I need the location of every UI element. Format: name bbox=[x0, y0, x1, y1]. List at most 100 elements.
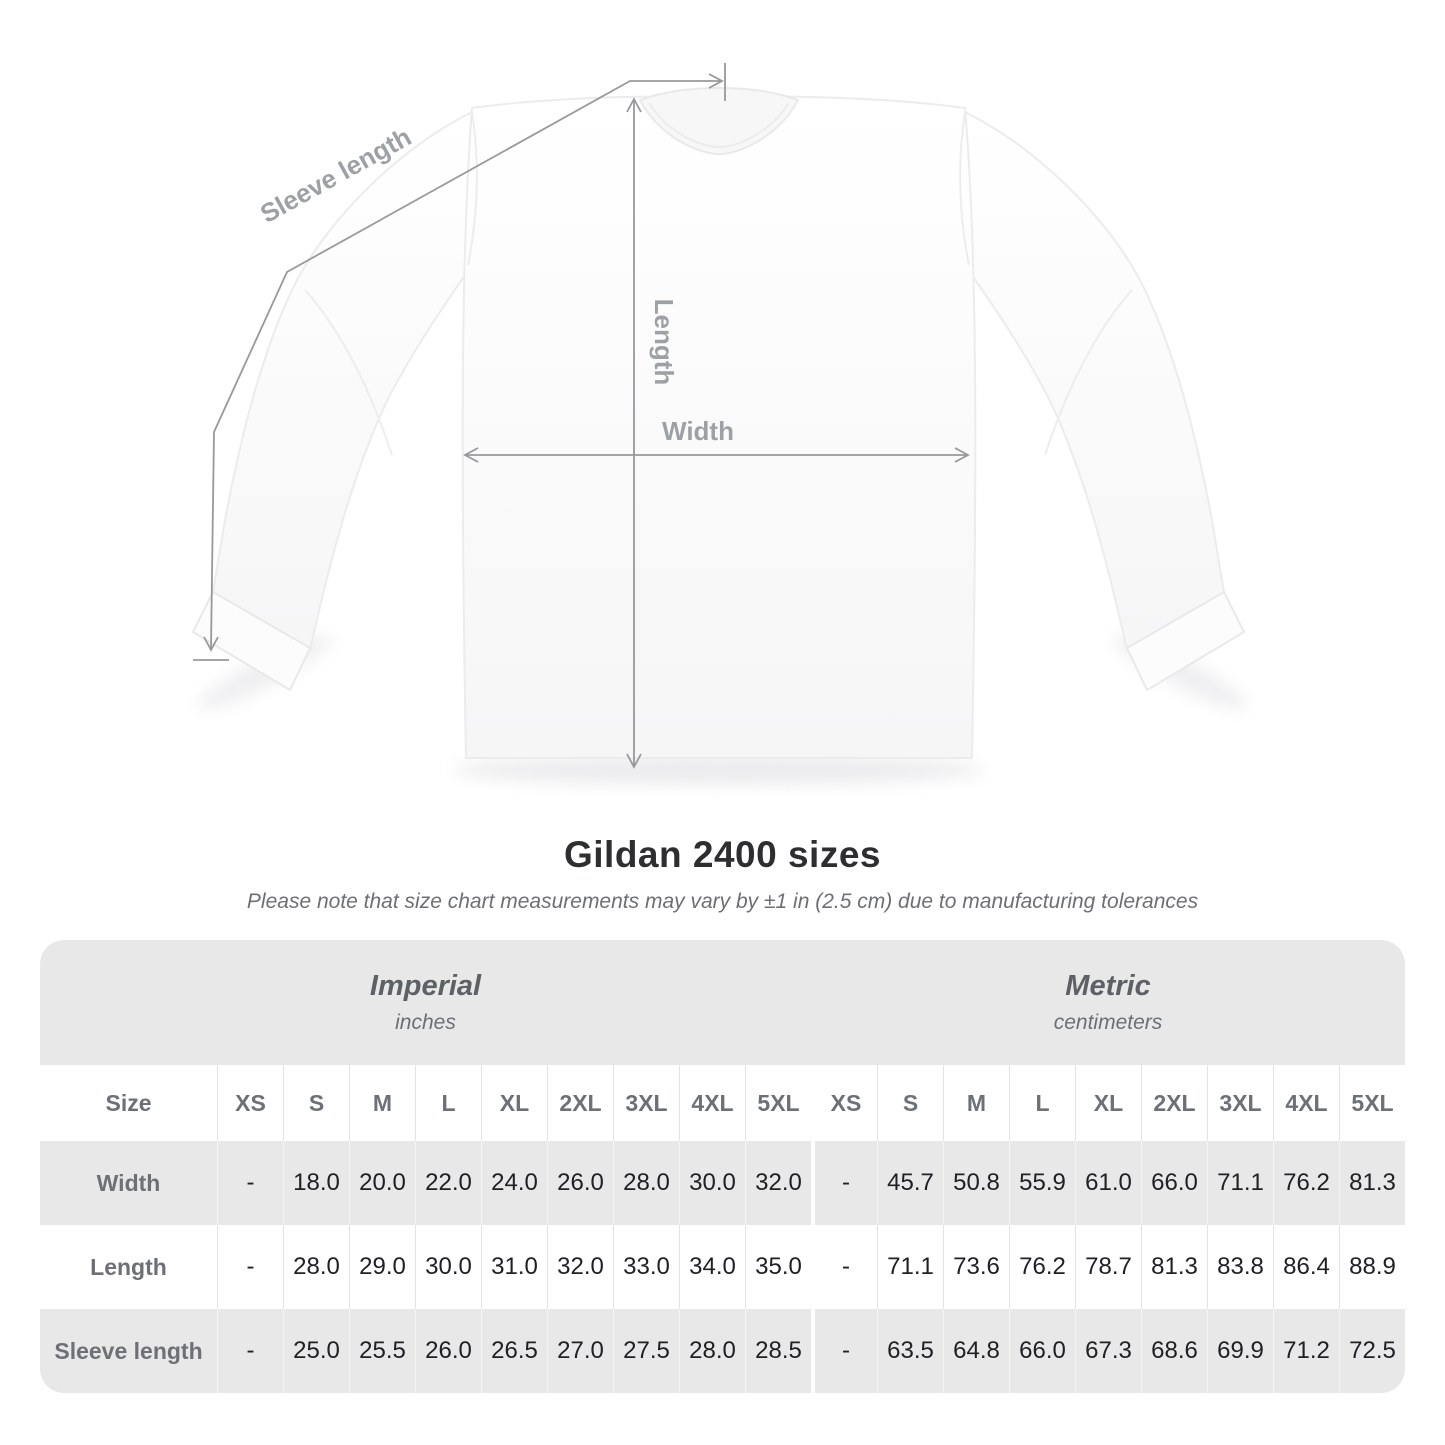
shirt-collar-rib-line bbox=[648, 102, 790, 148]
table-row-width: Width - 18.0 20.0 22.0 24.0 26.0 28.0 30… bbox=[40, 1141, 1405, 1225]
size-header-metric-3xl: 3XL bbox=[1207, 1065, 1273, 1141]
unit-sub-metric: centimeters bbox=[1053, 1011, 1163, 1034]
table-cell: 64.8 bbox=[943, 1309, 1009, 1393]
table-cell: 66.0 bbox=[1009, 1309, 1075, 1393]
table-cell: 26.5 bbox=[481, 1309, 547, 1393]
unit-header-row: Imperial inches Metric centimeters bbox=[40, 940, 1405, 1065]
table-cell: 26.0 bbox=[415, 1309, 481, 1393]
size-column-header: Size bbox=[105, 1089, 152, 1116]
table-cell: 76.2 bbox=[1273, 1141, 1339, 1225]
table-cell: 18.0 bbox=[283, 1141, 349, 1225]
unit-header-metric: Metric centimeters bbox=[811, 940, 1405, 1065]
shirt-graphic: Sleeve length Length Width bbox=[192, 63, 1247, 785]
size-table: Imperial inches Metric centimeters Size … bbox=[40, 940, 1405, 1393]
table-cell: 45.7 bbox=[877, 1141, 943, 1225]
size-header-metric-5xl: 5XL bbox=[1339, 1065, 1405, 1141]
shirt bbox=[192, 87, 1245, 759]
table-cell: 31.0 bbox=[481, 1225, 547, 1309]
table-cell: 32.0 bbox=[547, 1225, 613, 1309]
shirt-fold-lines bbox=[304, 111, 1133, 456]
table-cell: 83.8 bbox=[1207, 1225, 1273, 1309]
table-row-length: Length - 28.0 29.0 30.0 31.0 32.0 33.0 3… bbox=[40, 1225, 1405, 1309]
shirt-right-sleeve bbox=[964, 111, 1225, 651]
table-cell: 88.9 bbox=[1339, 1225, 1405, 1309]
shirt-collar bbox=[639, 87, 799, 155]
table-cell: 33.0 bbox=[613, 1225, 679, 1309]
table-cell: 28.0 bbox=[613, 1141, 679, 1225]
table-cell: 28.0 bbox=[679, 1309, 745, 1393]
table-cell: 55.9 bbox=[1009, 1141, 1075, 1225]
table-cell: - bbox=[811, 1309, 877, 1393]
dimension-lines bbox=[193, 63, 970, 769]
unit-header-imperial: Imperial inches bbox=[40, 940, 811, 1065]
size-header-imperial-l: L bbox=[415, 1065, 481, 1141]
shirt-right-cuff bbox=[1126, 591, 1245, 691]
size-header-metric-s: S bbox=[877, 1065, 943, 1141]
table-cell: 86.4 bbox=[1273, 1225, 1339, 1309]
size-header-imperial-s: S bbox=[283, 1065, 349, 1141]
size-header-imperial-m: M bbox=[349, 1065, 415, 1141]
size-header-imperial-3xl: 3XL bbox=[613, 1065, 679, 1141]
unit-sub-imperial: inches bbox=[395, 1011, 456, 1034]
length-dimension-line bbox=[626, 97, 642, 769]
width-dimension-line bbox=[463, 447, 970, 463]
table-cell: 25.5 bbox=[349, 1309, 415, 1393]
table-cell: 22.0 bbox=[415, 1141, 481, 1225]
table-cell: - bbox=[217, 1225, 283, 1309]
size-header-metric-xs: XS bbox=[811, 1065, 877, 1141]
table-cell: - bbox=[217, 1141, 283, 1225]
table-cell: - bbox=[811, 1141, 877, 1225]
table-cell: 67.3 bbox=[1075, 1309, 1141, 1393]
title-block: Gildan 2400 sizes Please note that size … bbox=[0, 834, 1445, 914]
table-cell: 78.7 bbox=[1075, 1225, 1141, 1309]
table-cell: 81.3 bbox=[1339, 1141, 1405, 1225]
row-label-length: Length bbox=[90, 1253, 167, 1280]
table-cell: 28.5 bbox=[745, 1309, 811, 1393]
shirt-figure: Sleeve length Length Width bbox=[192, 63, 1247, 785]
shirt-left-cuff bbox=[192, 591, 311, 691]
table-cell: 30.0 bbox=[679, 1141, 745, 1225]
length-label: Length bbox=[649, 299, 679, 386]
table-cell: 35.0 bbox=[745, 1225, 811, 1309]
unit-name-imperial: Imperial bbox=[369, 970, 482, 1002]
table-cell: 20.0 bbox=[349, 1141, 415, 1225]
width-label: Width bbox=[662, 416, 734, 446]
table-cell: 76.2 bbox=[1009, 1225, 1075, 1309]
row-label-width: Width bbox=[96, 1169, 161, 1196]
table-cell: 66.0 bbox=[1141, 1141, 1207, 1225]
size-header-imperial-xs: XS bbox=[217, 1065, 283, 1141]
page-subtitle: Please note that size chart measurements… bbox=[246, 890, 1199, 913]
size-header-metric-m: M bbox=[943, 1065, 1009, 1141]
size-header-imperial-4xl: 4XL bbox=[679, 1065, 745, 1141]
size-header-imperial-2xl: 2XL bbox=[547, 1065, 613, 1141]
table-cell: 69.9 bbox=[1207, 1309, 1273, 1393]
size-header-imperial-5xl: 5XL bbox=[745, 1065, 811, 1141]
table-cell: 68.6 bbox=[1141, 1309, 1207, 1393]
sleeve-length-dimension-line bbox=[193, 63, 726, 661]
table-cell: - bbox=[811, 1225, 877, 1309]
table-cell: 71.2 bbox=[1273, 1309, 1339, 1393]
shirt-left-sleeve bbox=[212, 111, 473, 651]
table-cell: 32.0 bbox=[745, 1141, 811, 1225]
size-header-metric-xl: XL bbox=[1075, 1065, 1141, 1141]
table-cell: 72.5 bbox=[1339, 1309, 1405, 1393]
table-cell: 27.0 bbox=[547, 1309, 613, 1393]
unit-name-metric: Metric bbox=[1065, 970, 1151, 1002]
size-header-row: Size XS S M L XL 2XL 3XL 4XL 5XL XS S M … bbox=[40, 1065, 1405, 1141]
table-cell: 25.0 bbox=[283, 1309, 349, 1393]
row-label-sleeve-length: Sleeve length bbox=[54, 1337, 203, 1364]
table-cell: 29.0 bbox=[349, 1225, 415, 1309]
size-header-imperial-xl: XL bbox=[481, 1065, 547, 1141]
table-cell: 34.0 bbox=[679, 1225, 745, 1309]
table-cell: 28.0 bbox=[283, 1225, 349, 1309]
table-cell: 71.1 bbox=[877, 1225, 943, 1309]
table-row-sleeve-length: Sleeve length - 25.0 25.5 26.0 26.5 27.0… bbox=[40, 1309, 1405, 1393]
page-title: Gildan 2400 sizes bbox=[563, 834, 881, 875]
table-cell: 30.0 bbox=[415, 1225, 481, 1309]
table-cell: 50.8 bbox=[943, 1141, 1009, 1225]
table-cell: 24.0 bbox=[481, 1141, 547, 1225]
table-cell: 81.3 bbox=[1141, 1225, 1207, 1309]
size-header-metric-l: L bbox=[1009, 1065, 1075, 1141]
table-cell: 71.1 bbox=[1207, 1141, 1273, 1225]
table-cell: 73.6 bbox=[943, 1225, 1009, 1309]
